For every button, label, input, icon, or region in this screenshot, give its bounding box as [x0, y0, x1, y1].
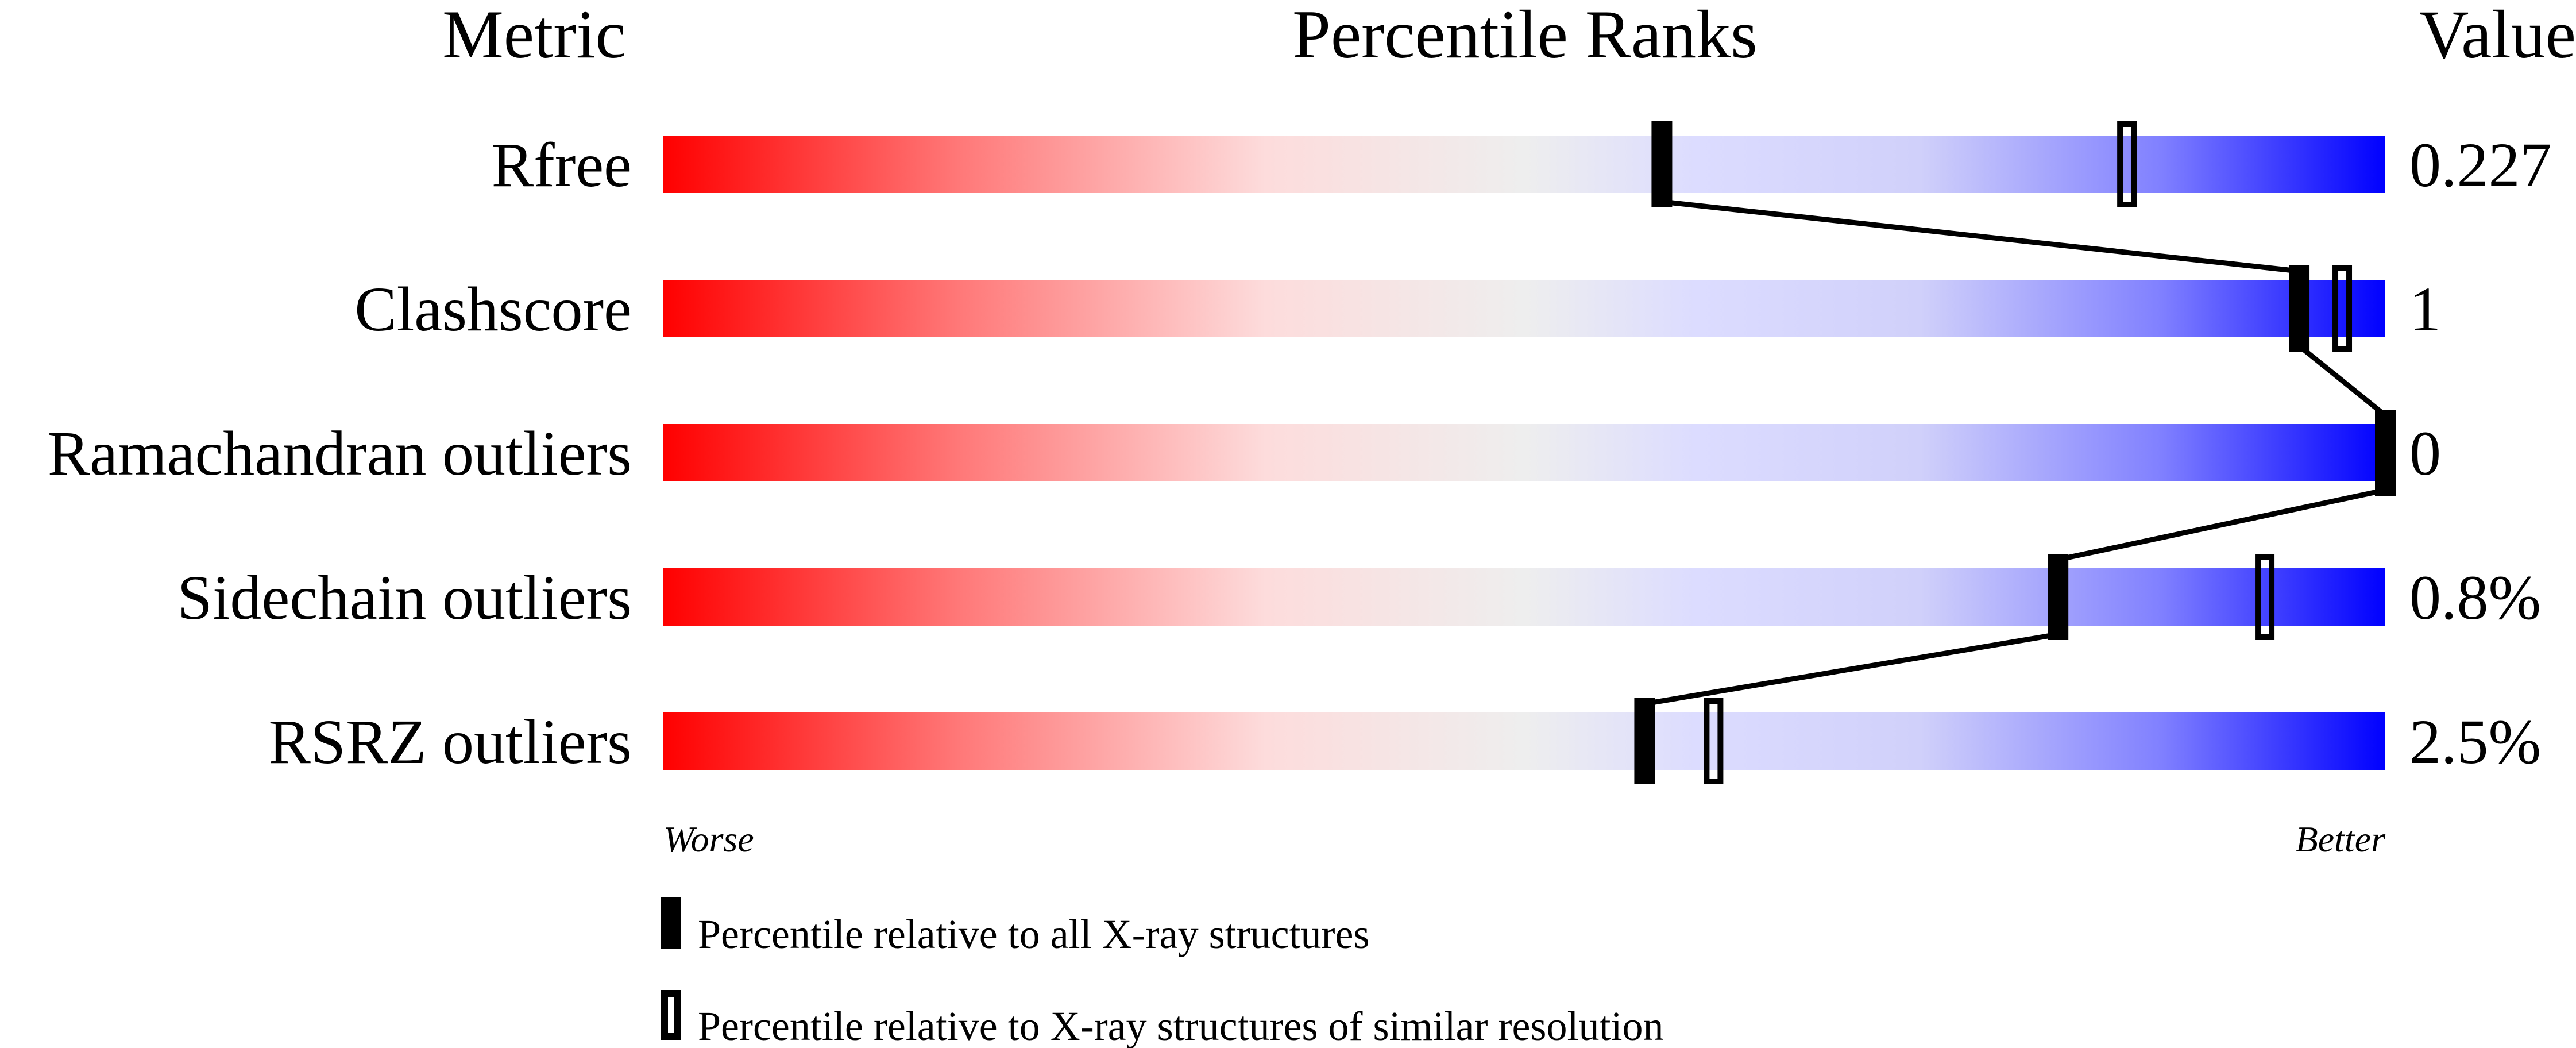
connector-line [1644, 631, 2059, 707]
connector-line [2057, 487, 2386, 562]
axis-label-worse: Worse [663, 819, 754, 860]
header-percentile-ranks: Percentile Ranks [1292, 0, 1758, 72]
axis-label-better: Better [2296, 819, 2386, 860]
metric-value: 0.8% [2409, 562, 2541, 633]
connector-line [2297, 344, 2387, 418]
metric-value: 0 [2409, 418, 2441, 488]
metric-label: Ramachandran outliers [48, 418, 632, 488]
header-metric: Metric [442, 0, 626, 72]
metric-label: RSRZ outliers [268, 707, 632, 777]
metric-value: 0.227 [2409, 130, 2552, 200]
percentile-bar [663, 424, 2385, 481]
legend-open-marker-icon [661, 990, 681, 1040]
marker-all-xray [2375, 410, 2396, 496]
metric-value: 2.5% [2409, 707, 2541, 777]
metric-label: Clashscore [354, 274, 632, 344]
marker-similar-resolution [2332, 265, 2353, 352]
marker-all-xray [2048, 554, 2069, 640]
marker-all-xray [1634, 698, 1655, 784]
metric-label: Rfree [492, 130, 632, 200]
percentile-bar [663, 136, 2385, 193]
legend-solid-marker-icon [661, 897, 681, 949]
percentile-bar [663, 712, 2385, 770]
marker-similar-resolution [2117, 121, 2137, 207]
marker-similar-resolution [2255, 554, 2275, 640]
legend-similar-label: Percentile relative to X-ray structures … [698, 1003, 1663, 1048]
marker-all-xray [2289, 265, 2310, 352]
marker-similar-resolution [1704, 698, 1724, 784]
header-value: Value [2419, 0, 2576, 72]
metric-value: 1 [2409, 274, 2441, 344]
metric-label: Sidechain outliers [177, 562, 632, 633]
connector-line [1661, 199, 2300, 274]
marker-all-xray [1651, 121, 1673, 207]
percentile-bar [663, 280, 2385, 337]
legend-all-label: Percentile relative to all X-ray structu… [698, 911, 1370, 957]
percentile-bar [663, 568, 2385, 626]
